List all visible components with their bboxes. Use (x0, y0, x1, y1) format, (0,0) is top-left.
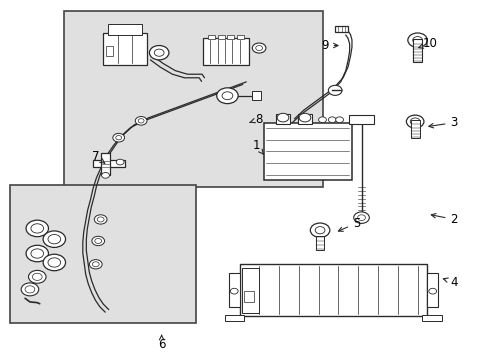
Bar (316, 235, 324, 250)
Circle shape (335, 117, 343, 123)
Bar (93, 160, 125, 167)
Circle shape (48, 234, 61, 244)
Circle shape (135, 117, 147, 125)
Bar (264, 123, 351, 180)
Circle shape (116, 159, 124, 165)
Circle shape (409, 118, 419, 125)
Circle shape (97, 217, 104, 222)
Bar (101, 153, 110, 175)
Circle shape (406, 115, 423, 128)
Text: 9: 9 (321, 39, 337, 52)
Bar (276, 114, 289, 125)
Circle shape (328, 117, 335, 123)
Bar (224, 315, 244, 320)
Circle shape (407, 33, 427, 47)
Circle shape (428, 288, 436, 294)
Circle shape (328, 85, 341, 95)
Circle shape (21, 283, 39, 296)
Circle shape (149, 45, 168, 60)
Circle shape (310, 223, 329, 237)
Circle shape (277, 113, 288, 122)
Circle shape (412, 37, 422, 44)
Bar (203, 39, 249, 65)
Circle shape (216, 88, 238, 104)
Bar (422, 315, 441, 320)
Bar (427, 273, 437, 307)
Circle shape (357, 215, 365, 221)
Circle shape (28, 270, 46, 283)
Text: 3: 3 (428, 116, 457, 129)
Bar (410, 120, 419, 138)
Bar (64, 12, 322, 187)
Circle shape (315, 226, 325, 234)
Circle shape (318, 117, 326, 123)
Bar (108, 24, 142, 35)
Circle shape (26, 220, 48, 237)
Bar (244, 291, 254, 302)
Bar (10, 185, 195, 323)
Circle shape (25, 286, 35, 293)
Bar (103, 33, 147, 65)
Circle shape (89, 260, 102, 269)
Text: 10: 10 (418, 37, 436, 50)
Bar (227, 35, 234, 39)
Bar (217, 35, 224, 39)
Text: 4: 4 (443, 276, 457, 289)
Circle shape (252, 43, 265, 53)
Text: 8: 8 (249, 113, 262, 126)
Circle shape (230, 288, 238, 294)
Circle shape (48, 258, 61, 267)
Circle shape (116, 135, 122, 140)
Circle shape (32, 273, 42, 280)
Circle shape (138, 119, 144, 123)
Text: 6: 6 (158, 335, 165, 351)
Text: 1: 1 (252, 139, 263, 154)
Bar (348, 116, 373, 125)
Circle shape (43, 231, 65, 247)
Bar (228, 273, 239, 307)
Circle shape (92, 262, 99, 267)
Circle shape (154, 49, 163, 56)
Bar (105, 45, 113, 56)
Bar (207, 35, 214, 39)
Bar (251, 91, 260, 100)
Bar (298, 114, 311, 125)
Circle shape (26, 245, 48, 262)
Circle shape (113, 134, 124, 142)
Circle shape (353, 212, 368, 224)
Circle shape (92, 236, 104, 246)
Text: 5: 5 (338, 216, 360, 231)
Bar (242, 268, 259, 313)
Bar (334, 26, 347, 32)
Circle shape (43, 254, 65, 271)
Circle shape (94, 215, 107, 224)
Circle shape (95, 238, 102, 243)
Circle shape (299, 113, 310, 122)
Circle shape (102, 172, 109, 178)
Bar (239, 264, 427, 316)
Circle shape (31, 249, 43, 258)
Bar (412, 40, 422, 62)
Text: 2: 2 (430, 213, 457, 226)
Circle shape (222, 92, 232, 100)
Circle shape (31, 224, 43, 233)
Circle shape (255, 45, 262, 50)
Text: 7: 7 (92, 150, 104, 163)
Bar (237, 35, 244, 39)
